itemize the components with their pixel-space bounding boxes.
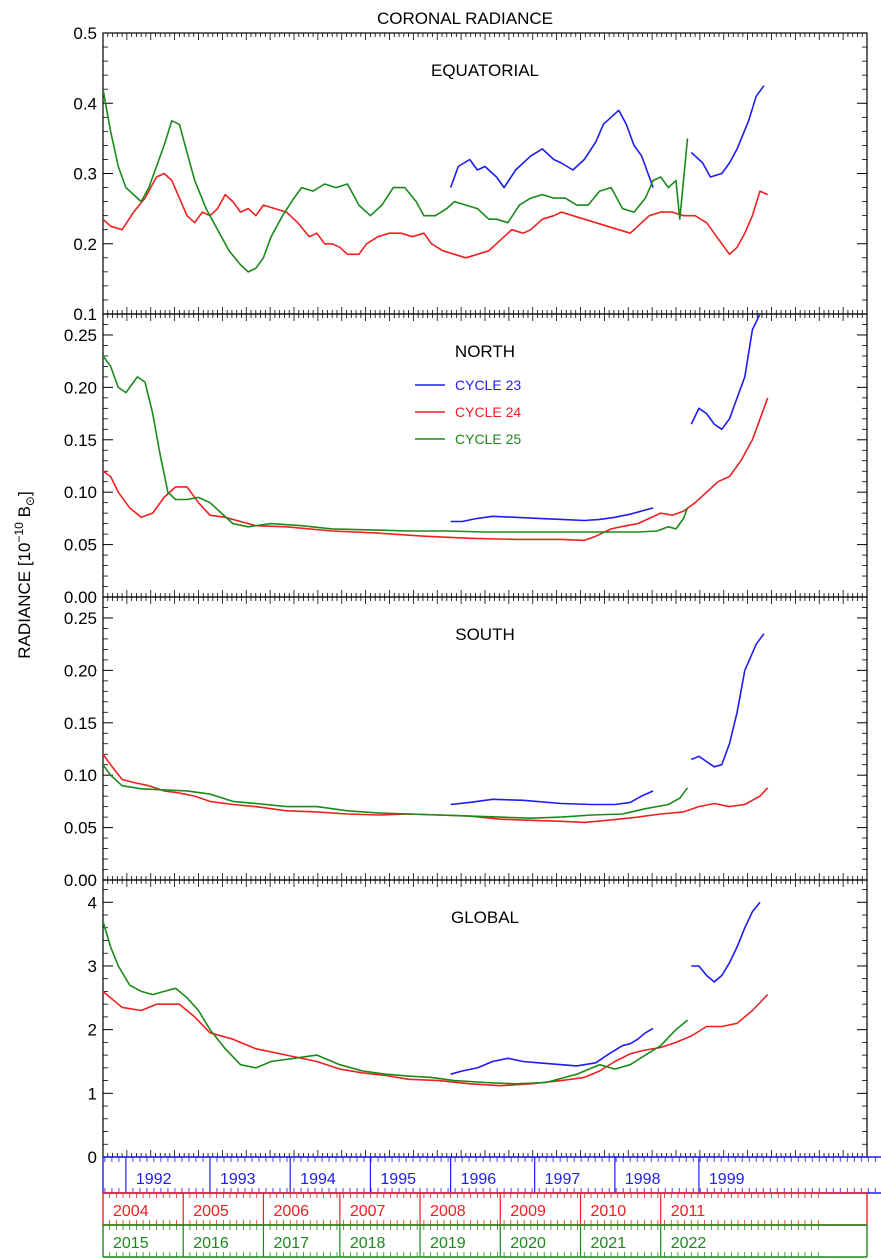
series-line-cycle-24	[103, 172, 769, 259]
series-line-cycle-24	[103, 753, 769, 824]
year-label: 2018	[350, 1235, 386, 1252]
panel-title: NORTH	[455, 342, 515, 361]
legend-entry: CYCLE 23	[455, 377, 521, 393]
y-tick-label: 0.15	[64, 431, 97, 450]
y-tick-label: 0.10	[64, 766, 97, 785]
panel-south: 0.00 0.05 0.10 0.15 0.20 0.25 SOUTH	[64, 596, 868, 890]
svg-text:RADIANCE [10−10 B⊙]: RADIANCE [10−10 B⊙]	[12, 491, 37, 658]
year-label: 1998	[625, 1171, 661, 1188]
y-tick-label: 0.00	[64, 871, 97, 890]
y-tick-label: 0.3	[73, 165, 97, 184]
series-line-cycle-24	[103, 397, 769, 542]
year-label: 1993	[220, 1171, 256, 1188]
year-label: 2020	[510, 1235, 546, 1252]
year-label: 2015	[113, 1235, 149, 1252]
panel-title: EQUATORIAL	[431, 61, 539, 80]
year-label: 2016	[193, 1235, 229, 1252]
year-axis-cycle-25: 2015 2016 2017 2018 2019 2020 2021 2022	[102, 1224, 868, 1258]
y-axis-label-pre: RADIANCE [10	[15, 543, 34, 659]
year-label: 2011	[671, 1203, 706, 1220]
year-axis-cycle-24: 2004 2005 2006 2007 2008 2009 2010 2011	[102, 1192, 868, 1226]
y-tick-label: 0.15	[64, 714, 97, 733]
y-tick-label: 0.4	[73, 94, 97, 113]
legend-entry: CYCLE 24	[455, 404, 521, 420]
y-axis-label: RADIANCE [10−10 B⊙]	[12, 491, 37, 658]
y-tick-label: 0.20	[64, 378, 97, 397]
y-tick-label: 0.00	[64, 588, 97, 607]
series-line-cycle-23	[449, 109, 654, 189]
y-axis-label-b: B	[15, 506, 34, 522]
year-label: 2004	[113, 1203, 149, 1220]
series-line-cycle-24	[103, 990, 769, 1087]
year-label: 2017	[273, 1235, 309, 1252]
series-line-cycle-23	[690, 314, 761, 431]
y-tick-label: 0.1	[73, 305, 97, 324]
panel-global: 0 1 2 3 4 GLOBAL	[88, 879, 868, 1167]
series-line-cycle-25	[103, 764, 689, 819]
series-line-cycle-23	[690, 85, 765, 178]
year-label: 2010	[591, 1203, 627, 1220]
y-tick-label: 1	[88, 1084, 97, 1103]
y-tick-label: 0	[88, 1148, 97, 1167]
year-label: 2022	[671, 1235, 707, 1252]
year-label: 2006	[273, 1203, 309, 1220]
series-line-cycle-23	[691, 901, 761, 983]
y-axis-label-sun: ⊙	[23, 496, 37, 506]
year-label: 2009	[510, 1203, 546, 1220]
year-label: 1997	[545, 1171, 581, 1188]
y-tick-label: 4	[88, 893, 97, 912]
year-label: 2005	[193, 1203, 229, 1220]
y-axis-label-exp: −10	[12, 522, 26, 543]
year-axes: 1992 1993 1994 1995 1996 1997 1998 1999 2004 2005…	[102, 1156, 881, 1258]
series-line-cycle-25	[103, 355, 689, 533]
year-axis-cycle-23: 1992 1993 1994 1995 1996 1997 1998 1999	[102, 1156, 881, 1194]
y-tick-label: 0.20	[64, 661, 97, 680]
series-line-cycle-25	[103, 921, 689, 1085]
chart-title: CORONAL RADIANCE	[377, 9, 553, 28]
y-tick-label: 0.5	[73, 24, 97, 43]
year-label: 1995	[380, 1171, 416, 1188]
panel-title: SOUTH	[455, 625, 515, 644]
panel-equatorial: 0.1 0.2 0.3 0.4 0.5 EQUATORIAL	[73, 24, 868, 324]
legend-entry: CYCLE 25	[455, 431, 521, 447]
year-label: 1999	[709, 1171, 745, 1188]
year-label: 2007	[350, 1203, 386, 1220]
panel-title: GLOBAL	[451, 908, 519, 927]
year-label: 2021	[591, 1235, 627, 1252]
panel-north: 0.00 0.05 0.10 0.15 0.20 0.25 NORTH	[64, 313, 868, 607]
y-tick-label: 3	[88, 957, 97, 976]
series-line-cycle-23	[450, 1027, 654, 1075]
y-axis-label-post: ]	[15, 491, 34, 496]
y-tick-label: 2	[88, 1021, 97, 1040]
series-line-cycle-23	[450, 507, 654, 523]
series-line-cycle-23	[690, 633, 765, 768]
year-label: 1996	[461, 1171, 497, 1188]
y-tick-label: 0.25	[64, 326, 97, 345]
y-tick-label: 0.10	[64, 483, 97, 502]
series-line-cycle-23	[450, 790, 654, 806]
legend: CYCLE 23 CYCLE 24 CYCLE 25	[415, 377, 521, 447]
year-label: 2019	[430, 1235, 466, 1252]
series-line-cycle-25	[103, 89, 689, 273]
y-tick-label: 0.05	[64, 536, 97, 555]
y-tick-label: 0.25	[64, 609, 97, 628]
year-label: 2008	[430, 1203, 466, 1220]
year-label: 1994	[300, 1171, 336, 1188]
y-tick-label: 0.05	[64, 819, 97, 838]
y-tick-label: 0.2	[73, 235, 97, 254]
year-label: 1992	[136, 1171, 172, 1188]
